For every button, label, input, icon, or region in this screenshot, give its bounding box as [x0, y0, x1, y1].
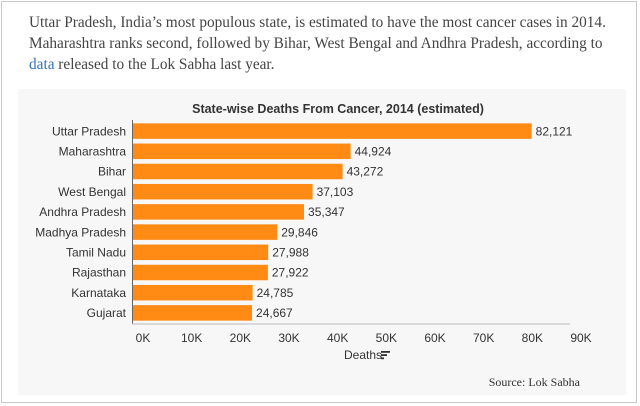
- x-tick-label: 80K: [522, 331, 543, 345]
- data-label: 44,924: [355, 145, 392, 159]
- x-tick-label: 60K: [424, 331, 445, 345]
- bar-chart: State-wise Deaths From Cancer, 2014 (est…: [35, 102, 592, 362]
- x-tick-label: 20K: [230, 331, 251, 345]
- bar[interactable]: [132, 284, 253, 301]
- data-label: 27,922: [272, 266, 309, 280]
- chart-title: State-wise Deaths From Cancer, 2014 (est…: [192, 102, 484, 116]
- bar[interactable]: [132, 244, 269, 261]
- x-tick-label: 40K: [327, 331, 348, 345]
- x-tick-labels: 0K 10K 20K 30K 40K 50K 60K 70K 80K 90K: [136, 331, 592, 345]
- axes-group: [132, 120, 570, 325]
- bar[interactable]: [132, 143, 351, 160]
- x-tick-label: 10K: [181, 331, 202, 345]
- data-label: 35,347: [308, 205, 345, 219]
- category-label: Gujarat: [87, 306, 127, 320]
- category-label: Madhya Pradesh: [35, 225, 126, 239]
- data-label: 24,785: [257, 286, 294, 300]
- category-label: Uttar Pradesh: [52, 124, 126, 138]
- data-label: 24,667: [256, 306, 293, 320]
- x-tick-label: 0K: [136, 331, 151, 345]
- bar[interactable]: [132, 224, 278, 240]
- sort-icon[interactable]: [381, 351, 390, 360]
- value-labels: 82,121 44,924 43,272 37,103 35,347 29,846 27,9…: [256, 124, 573, 320]
- category-label: Andhra Pradesh: [39, 205, 126, 219]
- bar[interactable]: [132, 305, 253, 321]
- category-labels: Uttar Pradesh Maharashtra Bihar West Bengal…: [35, 124, 126, 320]
- source-note: Source: Lok Sabha: [488, 375, 580, 389]
- category-label: Maharashtra: [59, 145, 127, 159]
- category-label: Rajasthan: [72, 266, 126, 280]
- data-label: 29,846: [281, 225, 318, 239]
- data-label: 82,121: [536, 124, 573, 138]
- intro-text-after-link: released to the Lok Sabha last year.: [54, 56, 275, 73]
- intro-text-before-link: Uttar Pradesh, India’s most populous sta…: [29, 14, 606, 52]
- bar[interactable]: [132, 123, 532, 139]
- chart-panel: State-wise Deaths From Cancer, 2014 (est…: [18, 89, 626, 395]
- data-label: 27,988: [272, 246, 309, 260]
- x-tick-label: 90K: [570, 331, 591, 345]
- data-label: 43,272: [347, 165, 384, 179]
- data-link[interactable]: data: [29, 56, 55, 73]
- bar[interactable]: [132, 163, 343, 180]
- x-axis-label: Deaths: [344, 348, 382, 362]
- x-tick-label: 50K: [376, 331, 397, 345]
- bar[interactable]: [132, 204, 305, 220]
- bar[interactable]: [132, 264, 268, 281]
- data-label: 37,103: [317, 185, 354, 199]
- category-label: West Bengal: [58, 185, 126, 199]
- intro-paragraph: Uttar Pradesh, India’s most populous sta…: [29, 12, 619, 75]
- category-label: Bihar: [98, 165, 126, 179]
- bars-group: [132, 123, 532, 321]
- x-tick-label: 30K: [278, 331, 299, 345]
- category-label: Tamil Nadu: [66, 246, 126, 260]
- category-label: Karnataka: [71, 286, 126, 300]
- bar[interactable]: [132, 183, 313, 200]
- x-tick-label: 70K: [473, 331, 494, 345]
